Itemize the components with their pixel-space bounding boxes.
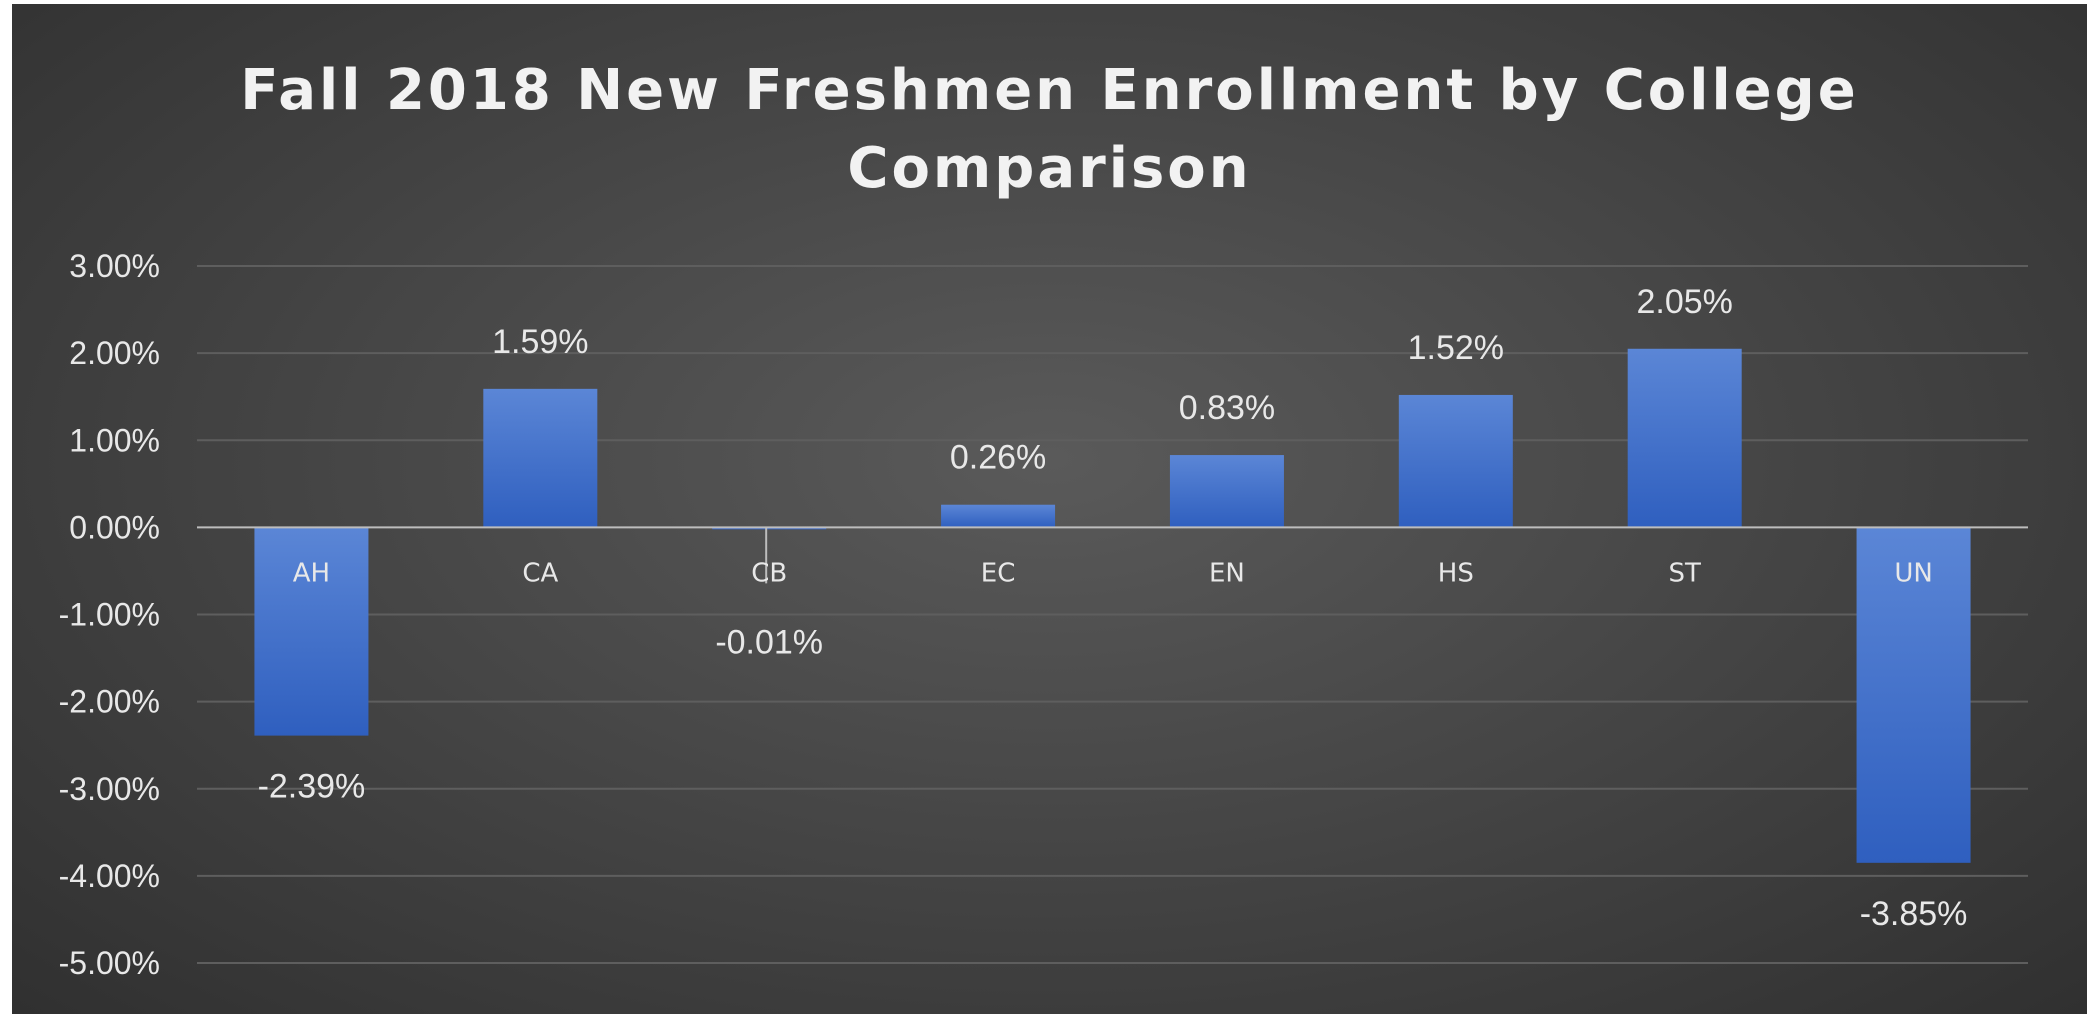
category-label: UN: [1894, 558, 1932, 588]
bar-st: [1627, 348, 1742, 528]
data-label: 1.52%: [1408, 329, 1504, 367]
data-label: 2.05%: [1636, 283, 1732, 321]
data-label: -0.01%: [715, 623, 823, 661]
chart-title: Fall 2018 New Freshmen Enrollment by Col…: [12, 52, 2087, 208]
y-tick-label: 1.00%: [69, 422, 160, 458]
chart-title-line-2: Comparison: [847, 136, 1252, 201]
y-tick-label: -2.00%: [59, 684, 160, 720]
zero-axis: [197, 526, 2028, 584]
y-tick-label: -4.00%: [59, 858, 160, 894]
y-tick-label: 2.00%: [69, 335, 160, 371]
bar-un: [1856, 527, 1971, 863]
data-label: 1.59%: [492, 323, 588, 361]
bar-ah: [254, 527, 369, 736]
bar-en: [1169, 455, 1284, 528]
gridlines: [197, 265, 2028, 964]
bar-ec: [941, 504, 1056, 528]
data-label: 0.26%: [950, 439, 1046, 477]
category-label: ST: [1668, 558, 1701, 588]
y-tick-label: 3.00%: [69, 248, 160, 284]
y-tick-label: -5.00%: [59, 945, 160, 981]
bar-ca: [483, 388, 598, 528]
data-labels: -2.39% 1.59% -0.01% 0.26% 0.83% 1.52% 2.05% -3.…: [258, 283, 1968, 933]
y-axis-tick-labels: 3.00% 2.00% 1.00% 0.00% -1.00% -2.00% -3.00% -4…: [59, 248, 160, 981]
category-label: EC: [981, 558, 1016, 588]
data-label: -2.39%: [258, 768, 366, 806]
bars: [254, 348, 1971, 863]
y-tick-label: -3.00%: [59, 771, 160, 807]
category-label: AH: [293, 558, 330, 588]
category-label: EN: [1209, 558, 1245, 588]
data-label: -3.85%: [1860, 895, 1968, 933]
category-label: HS: [1438, 558, 1474, 588]
chart-title-line-1: Fall 2018 New Freshmen Enrollment by Col…: [240, 58, 1859, 123]
chart-frame: Fall 2018 New Freshmen Enrollment by Col…: [12, 4, 2087, 1014]
data-label: 0.83%: [1179, 389, 1275, 427]
category-label: CA: [522, 558, 558, 588]
bar-hs: [1398, 394, 1513, 528]
y-tick-label: 0.00%: [69, 509, 160, 545]
category-labels: AH CA CB EC EN HS ST UN: [293, 558, 1933, 588]
y-tick-label: -1.00%: [59, 597, 160, 633]
category-label: CB: [751, 558, 787, 588]
bar-chart-plot: 3.00% 2.00% 1.00% 0.00% -1.00% -2.00% -3.00% -4…: [59, 248, 2028, 981]
